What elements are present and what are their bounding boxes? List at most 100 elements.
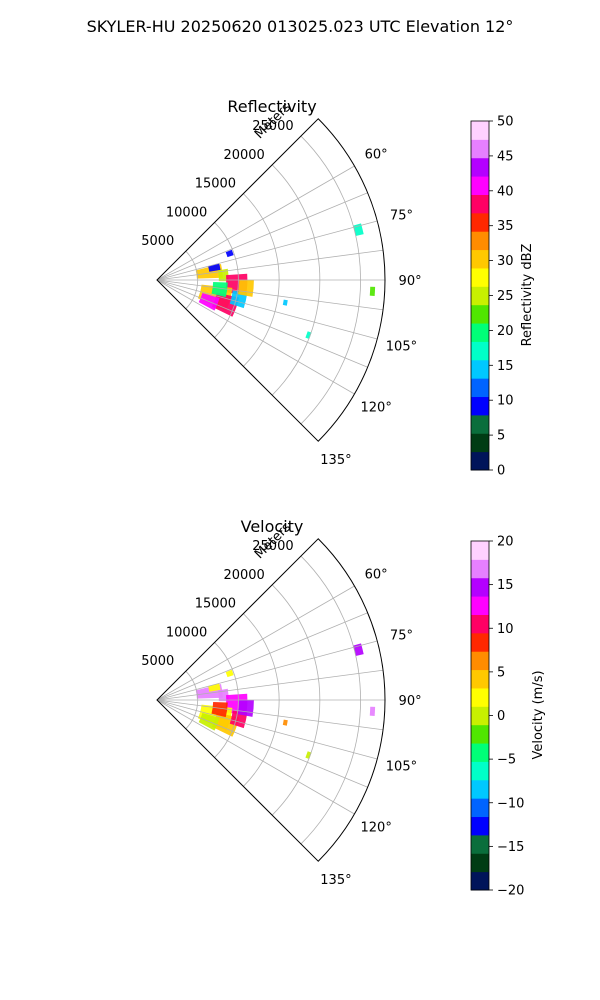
colorbar-swatch	[471, 378, 489, 398]
colorbar-swatch	[471, 157, 489, 177]
reflectivity-colorbar-label: Reflectivity dBZ	[520, 244, 535, 347]
angle-tick-label: 135°	[320, 873, 351, 888]
colorbar-tick-label: 45	[497, 149, 514, 164]
colorbar-tick-label: 30	[497, 254, 514, 269]
colorbar-swatch	[471, 834, 489, 854]
range-tick-label: 20000	[223, 148, 264, 163]
colorbar-swatch	[471, 632, 489, 652]
reflectivity-title: Reflectivity	[227, 97, 316, 116]
colorbar-tick-label: 5	[497, 429, 505, 444]
angle-tick-label: 60°	[365, 147, 388, 162]
azimuth-gridline	[156, 165, 355, 281]
colorbar-swatch	[471, 267, 489, 287]
range-tick-label: 20000	[223, 568, 264, 583]
azimuth-gridline	[156, 249, 384, 281]
colorbar-swatch	[471, 871, 489, 891]
echo-cell	[225, 249, 234, 258]
azimuth-gridline	[156, 699, 384, 731]
colorbar-tick-label: 10	[497, 622, 514, 637]
azimuth-gridline	[156, 279, 368, 368]
colorbar-swatch	[471, 231, 489, 251]
colorbar-swatch	[471, 139, 489, 159]
colorbar-swatch	[471, 359, 489, 379]
colorbar-swatch	[471, 724, 489, 744]
angle-tick-label: 105°	[386, 340, 417, 355]
colorbar-tick-label: 5	[497, 665, 505, 680]
range-tick-label: 25000	[252, 119, 293, 134]
colorbar-swatch	[471, 761, 489, 781]
velocity-panel: Velocity 60° 75° 90° 105° 120° 135° 5000 10000 1…	[141, 517, 546, 899]
reflectivity-polar-plot: 60° 75° 90° 105° 120° 135° 5000 10000 15000 20000…	[141, 100, 421, 468]
colorbar-swatch	[471, 249, 489, 269]
colorbar-swatch	[471, 176, 489, 195]
echo-cell	[369, 286, 376, 296]
azimuth-gridline	[156, 279, 378, 340]
colorbar-tick-label: 20	[497, 324, 514, 339]
echo-cell	[225, 669, 234, 678]
angle-tick-label: 90°	[399, 694, 422, 709]
colorbar-swatch	[471, 651, 489, 671]
colorbar-tick-label: 35	[497, 219, 514, 234]
echo-cell	[211, 281, 228, 298]
colorbar-tick-label: 25	[497, 289, 514, 304]
range-tick-label: 10000	[166, 205, 207, 220]
azimuth-gridline	[156, 669, 384, 701]
colorbar-tick-label: 0	[497, 709, 505, 724]
colorbar-swatch	[471, 286, 489, 306]
sector-frame	[156, 538, 386, 862]
colorbar-swatch	[471, 341, 489, 361]
range-tick-label: 5000	[141, 234, 174, 249]
azimuth-gridline	[156, 279, 355, 395]
echo-cell	[282, 719, 288, 726]
colorbar-tick-label: 0	[497, 464, 505, 479]
colorbar-swatch	[471, 194, 489, 214]
colorbar-swatch	[471, 433, 489, 453]
colorbar-swatch	[471, 541, 489, 560]
colorbar-swatch	[471, 559, 489, 579]
velocity-colorbar: −20 −15 −10 −5 0 5 10 15 20	[470, 535, 524, 899]
angle-tick-label: 105°	[386, 760, 417, 775]
angle-tick-label: 75°	[390, 208, 413, 223]
colorbar-tick-label: 15	[497, 359, 514, 374]
colorbar-swatch	[471, 121, 489, 140]
reflectivity-panel: Reflectivity 60° 75° 90° 105° 120° 135° 5000 10…	[141, 97, 535, 479]
range-tick-label: 15000	[195, 597, 236, 612]
colorbar-tick-label: 20	[497, 535, 514, 550]
colorbar-swatch	[471, 451, 489, 471]
colorbar-swatch	[471, 614, 489, 634]
colorbar-swatch	[471, 596, 489, 615]
azimuth-gridline	[156, 279, 384, 311]
colorbar-swatch	[471, 743, 489, 762]
echo-cell	[208, 683, 221, 692]
azimuth-gridline	[156, 192, 368, 281]
azimuth-gridline	[156, 699, 355, 815]
colorbar-tick-label: −20	[497, 884, 524, 899]
azimuth-gridline	[156, 220, 378, 281]
colorbar-swatch	[471, 669, 489, 689]
colorbar-swatch	[471, 853, 489, 873]
reflectivity-colorbar: 0 5 10 15 20 25 30 35 40 45 50	[470, 115, 514, 479]
colorbar-tick-label: 50	[497, 115, 514, 130]
echo-cell	[237, 280, 254, 297]
colorbar-swatch	[471, 798, 489, 818]
angle-tick-label: 120°	[361, 401, 392, 416]
colorbar-swatch	[471, 706, 489, 726]
echo-cell	[211, 701, 228, 718]
angle-tick-label: 75°	[390, 628, 413, 643]
echo-cell	[282, 299, 288, 306]
echo-cell	[237, 700, 254, 717]
echo-cell	[208, 263, 221, 272]
velocity-title: Velocity	[241, 517, 304, 536]
azimuth-gridline	[156, 585, 355, 701]
echo-cell	[369, 706, 376, 716]
colorbar-swatch	[471, 577, 489, 597]
colorbar-swatch	[471, 396, 489, 416]
echo-cell	[305, 751, 312, 760]
azimuth-gridline	[156, 699, 368, 788]
colorbar-swatch	[471, 304, 489, 324]
angle-tick-label: 60°	[365, 567, 388, 582]
angle-tick-label: 90°	[399, 274, 422, 289]
range-tick-label: 15000	[195, 177, 236, 192]
echo-cell	[305, 331, 312, 340]
